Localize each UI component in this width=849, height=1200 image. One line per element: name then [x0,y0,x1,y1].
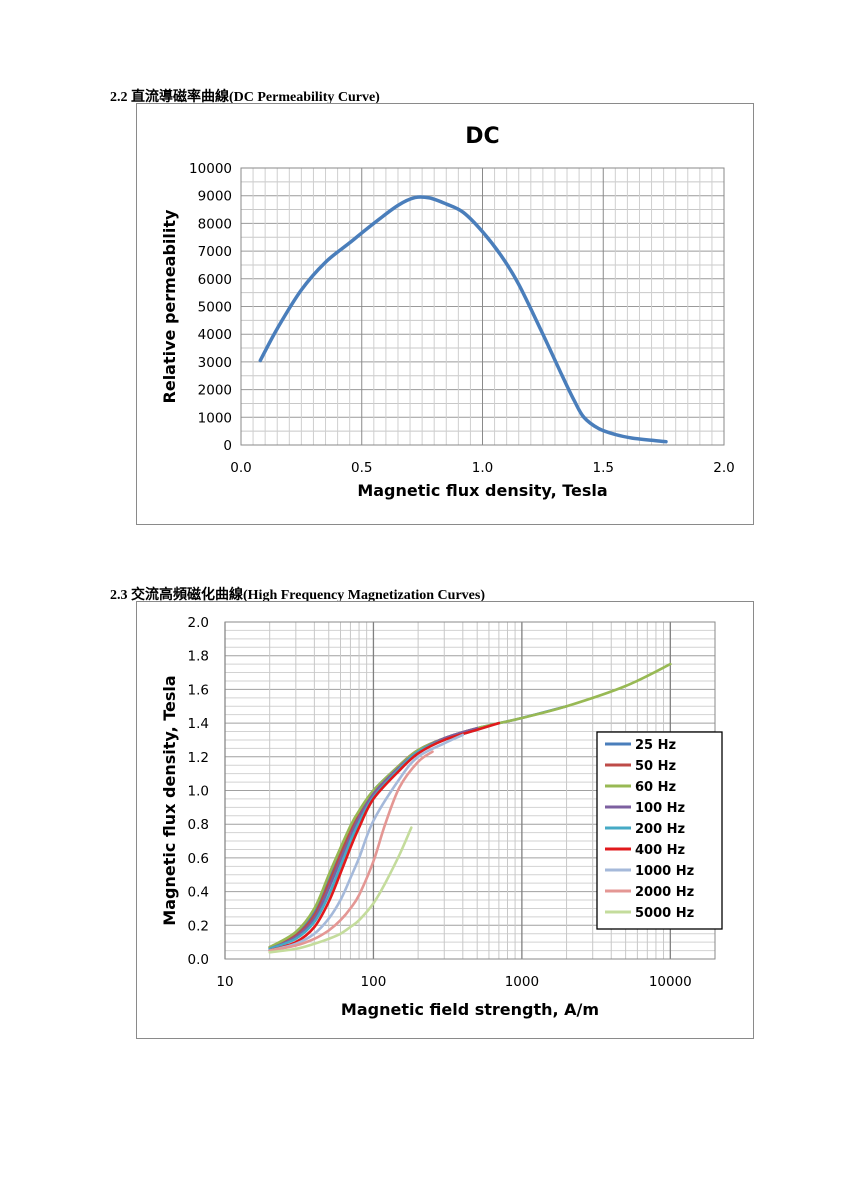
x-tick-label: 1000 [505,974,539,990]
series-line-5000hz [268,826,413,954]
x-tick-label: 100 [361,974,387,990]
y-tick-label: 1.6 [188,682,209,698]
y-tick-label: 4000 [198,327,232,343]
y-tick-label: 5000 [198,300,232,316]
y-axis-label: Magnetic flux density, Tesla [160,675,179,925]
series-line-1000hz [268,733,465,952]
x-tick-label: 1.0 [472,460,493,476]
y-tick-label: 0.2 [188,918,209,934]
y-tick-label: 0.4 [188,885,209,901]
y-tick-label: 1000 [198,410,232,426]
y-tick-label: 7000 [198,244,232,260]
x-tick-label: 10 [216,974,233,990]
section-title: 直流導磁率曲線(DC Permeability Curve) [131,90,380,105]
y-tick-label: 0.8 [188,817,209,833]
y-tick-label: 9000 [198,189,232,205]
y-tick-label: 6000 [198,272,232,288]
legend-label: 2000 Hz [635,885,694,900]
y-tick-label: 0.6 [188,851,209,867]
legend-label: 50 Hz [635,759,676,774]
section-title: 交流高頻磁化曲線(High Frequency Magnetization Cu… [131,588,485,603]
y-tick-label: 1.8 [188,649,209,665]
legend-label: 1000 Hz [635,864,694,879]
y-tick-label: 0 [223,438,232,454]
y-tick-label: 2.0 [188,615,209,631]
section-heading-ac: 2.3 交流高頻磁化曲線(High Frequency Magnetizatio… [110,584,485,604]
x-tick-label: 1.5 [593,460,614,476]
legend-label: 200 Hz [635,822,685,837]
y-tick-label: 0.0 [188,952,209,968]
plot-area-border [240,167,725,446]
legend-label: 60 Hz [635,780,676,795]
y-tick-label: 10000 [189,161,232,177]
section-number: 2.3 [110,588,128,603]
dc-permeability-chart-frame: 0 1000 2000 3000 4000 5000 6000 7000 8000 9000 100… [136,103,754,525]
x-tick-label: 2.0 [713,460,734,476]
series-line-400hz [268,721,501,952]
y-tick-label: 2000 [198,383,232,399]
magnetization-chart: 0.0 0.2 0.4 0.6 0.8 1.0 1.2 1.4 1.6 1.8 2.0 10 100 10… [160,615,723,1019]
x-tick-label: 10000 [649,974,692,990]
y-axis-label: Relative permeability [160,209,179,404]
section-heading-dc: 2.2 直流導磁率曲線(DC Permeability Curve) [110,86,380,106]
series-line-60hz [268,662,672,949]
y-tick-label: 3000 [198,355,232,371]
legend-label: 400 Hz [635,843,685,858]
x-tick-label: 0.5 [351,460,372,476]
y-tick-label: 1.0 [188,784,209,800]
dc-permeability-chart: 0 1000 2000 3000 4000 5000 6000 7000 8000 9000 100… [160,124,735,500]
section-number: 2.2 [110,90,128,105]
y-tick-label: 1.2 [188,750,209,766]
series-line-2000hz [268,750,434,952]
y-tick-label: 8000 [198,216,232,232]
x-axis-label: Magnetic flux density, Tesla [357,481,607,500]
legend-label: 5000 Hz [635,906,694,921]
permeability-series-line [258,195,668,444]
series-line-200hz [268,728,479,951]
legend-label: 25 Hz [635,738,676,753]
x-axis-label: Magnetic field strength, A/m [341,1000,599,1019]
legend-label: 100 Hz [635,801,685,816]
magnetization-chart-frame: 0.0 0.2 0.4 0.6 0.8 1.0 1.2 1.4 1.6 1.8 2.0 10 100 10… [136,601,754,1039]
chart-title: DC [465,124,499,149]
y-tick-label: 1.4 [188,716,209,732]
x-tick-label: 0.0 [230,460,251,476]
